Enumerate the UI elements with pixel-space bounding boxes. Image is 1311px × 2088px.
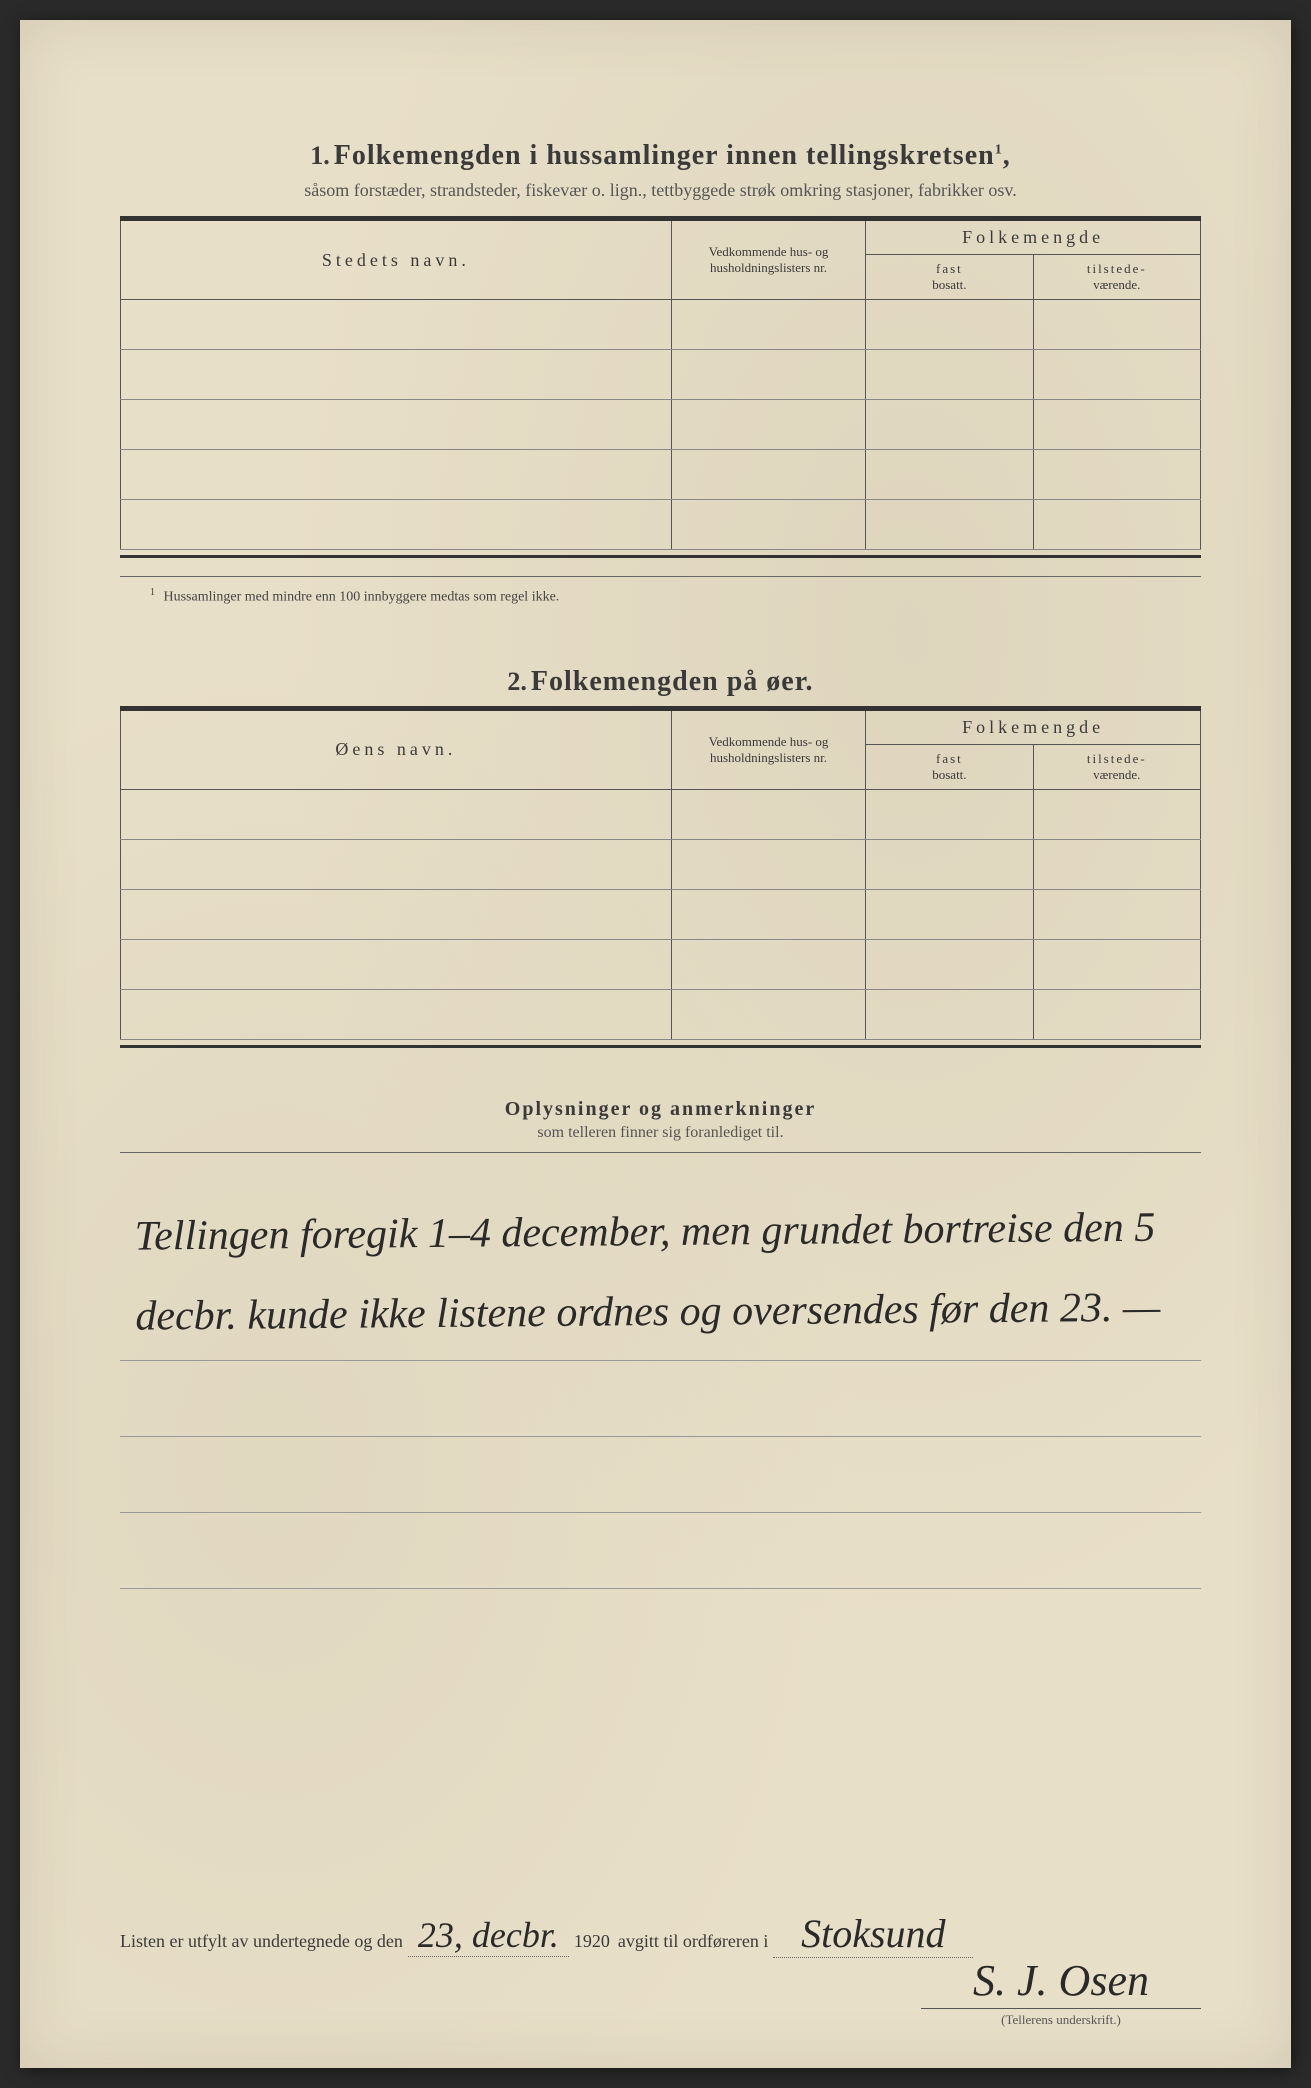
section1-subtitle: såsom forstæder, strandsteder, fiskevær … <box>120 180 1201 201</box>
table-row <box>121 300 1201 350</box>
table-row <box>121 400 1201 450</box>
section2-table: Øens navn. Vedkommende hus- og husholdni… <box>120 709 1201 1040</box>
table-row <box>121 889 1201 939</box>
section2-title: 2. Folkemengden på øer. <box>120 666 1201 698</box>
section1-table: Stedets navn. Vedkommende hus- og hushol… <box>120 219 1201 550</box>
signature: S. J. Osen <box>921 1955 1201 2009</box>
table-row <box>121 450 1201 500</box>
section1-number: 1. <box>310 141 330 170</box>
col-name: Øens navn. <box>121 710 672 790</box>
section2-heading: Folkemengden på øer. <box>531 666 814 697</box>
section1-title: 1. Folkemengden i hussamlinger innen tel… <box>120 140 1201 172</box>
rule <box>120 576 1201 577</box>
table-row <box>121 839 1201 889</box>
table-row <box>121 500 1201 550</box>
handwriting-area: Tellingen foregik 1–4 december, men grun… <box>120 1193 1201 1513</box>
section1-footnote: 1 Hussamlinger med mindre enn 100 innbyg… <box>120 587 1201 606</box>
handwritten-note: Tellingen foregik 1–4 december, men grun… <box>134 1188 1186 1357</box>
col-name: Stedets navn. <box>121 220 672 300</box>
rule <box>120 1152 1201 1153</box>
col-fast: fast bosatt. <box>866 255 1033 300</box>
document-page: 1. Folkemengden i hussamlinger innen tel… <box>20 20 1291 2068</box>
bottom-declaration: Listen er utfylt av undertegnede og den … <box>120 1910 1201 1958</box>
table-row <box>121 350 1201 400</box>
signature-label: (Tellerens underskrift.) <box>921 2012 1201 2028</box>
col-tilstede: tilstede- værende. <box>1033 255 1200 300</box>
remarks-heading: Oplysninger og anmerkninger som telleren… <box>120 1098 1201 1142</box>
col-tilstede: tilstede- værende. <box>1033 744 1200 789</box>
col-fast: fast bosatt. <box>866 744 1033 789</box>
table-row <box>121 939 1201 989</box>
rule <box>120 1045 1201 1048</box>
table-row <box>121 989 1201 1039</box>
table-row <box>121 789 1201 839</box>
signature-block: S. J. Osen (Tellerens underskrift.) <box>921 1955 1201 2028</box>
col-ref: Vedkommende hus- og husholdningslisters … <box>671 220 865 300</box>
col-ref: Vedkommende hus- og husholdningslisters … <box>671 710 865 790</box>
col-pop: Folkemengde <box>866 220 1201 255</box>
place-fill: Stoksund <box>773 1910 973 1958</box>
section1-heading: Folkemengden i hussamlinger innen tellin… <box>334 140 1011 171</box>
section2-number: 2. <box>507 667 527 696</box>
date-fill: 23, decbr. <box>408 1914 569 1957</box>
col-pop: Folkemengde <box>866 710 1201 745</box>
